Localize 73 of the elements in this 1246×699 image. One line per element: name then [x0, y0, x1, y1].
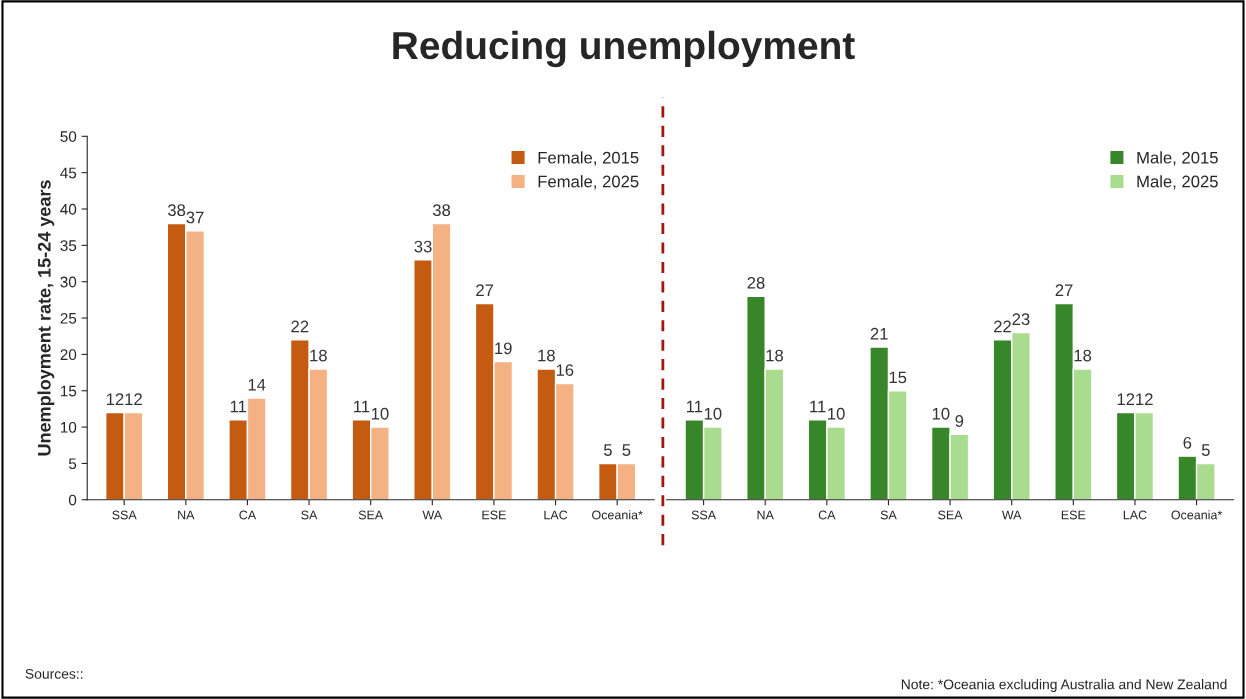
x-tick-label: ESE	[1061, 510, 1086, 520]
x-tick-label: SSA	[691, 510, 717, 520]
x-tick-label: WA	[422, 510, 443, 520]
data-label: 37	[186, 211, 204, 224]
data-label: 15	[889, 371, 907, 384]
data-label: 14	[248, 378, 266, 391]
y-tick-label: 0	[68, 494, 77, 506]
data-label: 27	[476, 284, 494, 296]
x-tick-label: ESE	[482, 510, 506, 520]
y-tick-label: 10	[60, 421, 77, 433]
x-tick-label: NA	[757, 510, 774, 520]
legend-label: Male, 2015	[1137, 151, 1218, 166]
data-label: 10	[932, 407, 950, 420]
data-label: 22	[291, 320, 309, 333]
data-label: 28	[747, 276, 765, 289]
x-tick-label: Oceania*	[592, 510, 643, 520]
data-label: 9	[955, 415, 964, 427]
y-tick-label: 5	[68, 458, 77, 470]
y-tick-label: 30	[60, 276, 77, 288]
legend-label: Female, 2015	[538, 151, 639, 166]
chart-title: Reducing unemployment	[393, 30, 855, 68]
x-tick-label: CA	[239, 510, 257, 520]
data-label: 12	[125, 393, 142, 405]
x-tick-label: SA	[880, 510, 897, 520]
data-label: 11	[686, 400, 703, 413]
text: Note: *Oceania excluding Australia and New Zealand	[901, 679, 1227, 693]
data-label: 23	[1012, 313, 1030, 326]
y-tick-label: 45	[60, 167, 77, 179]
y-tick-label: 15	[60, 385, 77, 397]
data-label: 38	[167, 204, 186, 217]
legend-label: Female, 2025	[538, 175, 639, 190]
x-tick-label: CA	[818, 510, 836, 520]
data-label: 38	[432, 204, 451, 217]
x-tick-label: SA	[301, 510, 318, 520]
data-label: 10	[704, 407, 722, 420]
y-tick-label: 20	[60, 349, 77, 361]
y-tick-label: 25	[60, 312, 77, 324]
data-label: 18	[538, 349, 555, 362]
data-label: 18	[310, 349, 327, 362]
data-label: 12	[1136, 393, 1153, 405]
data-label: 12	[1117, 393, 1135, 405]
data-label: 33	[414, 240, 432, 253]
data-label: 12	[106, 393, 124, 405]
x-tick-label: SEA	[358, 510, 384, 520]
data-label: 6	[1183, 436, 1192, 449]
y-tick-label: 40	[60, 203, 77, 215]
y-axis-title: Unemployment rate, 15-24 years	[37, 180, 55, 456]
data-label: 5	[622, 444, 631, 456]
x-tick-label: SSA	[112, 510, 137, 520]
data-label: 19	[495, 342, 512, 355]
data-label: 10	[371, 407, 389, 420]
data-label: 11	[354, 400, 370, 413]
x-tick-label: SEA	[938, 510, 963, 520]
y-tick-label: 35	[60, 240, 77, 252]
data-label: 18	[1074, 349, 1092, 362]
data-label: 11	[230, 400, 247, 413]
data-label: 5	[603, 444, 612, 456]
x-tick-label: NA	[178, 510, 195, 520]
data-label: 5	[1201, 444, 1210, 456]
data-label: 16	[556, 364, 574, 377]
x-tick-label: LAC	[1123, 510, 1147, 520]
x-tick-label: LAC	[544, 510, 568, 520]
legend-label: Male, 2025	[1137, 175, 1218, 190]
x-tick-label: Oceania*	[1171, 510, 1223, 520]
data-label: 11	[810, 400, 826, 413]
data-label: 18	[766, 349, 783, 362]
x-tick-label: WA	[1001, 510, 1022, 520]
source-note: Sources::	[25, 668, 83, 679]
data-label: 10	[828, 407, 845, 420]
data-label: 22	[994, 320, 1011, 333]
data-label: 21	[870, 327, 888, 340]
data-label: 27	[1055, 284, 1073, 296]
y-tick-label: 50	[60, 131, 77, 142]
